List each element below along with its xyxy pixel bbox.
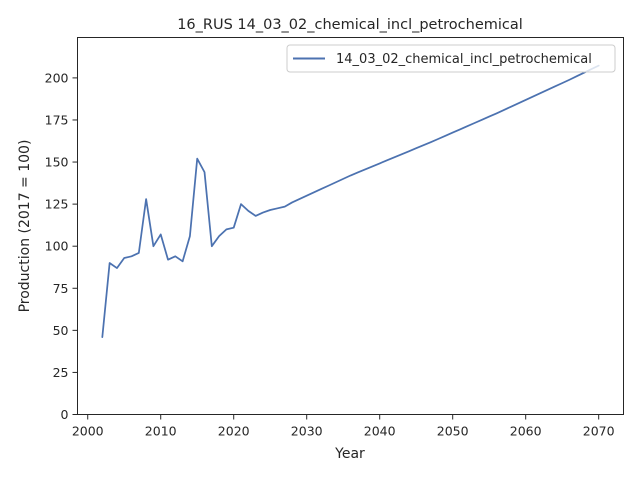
x-tick-label: 2070 (583, 424, 615, 439)
y-tick-label: 175 (45, 112, 69, 127)
x-tick-label: 2000 (72, 424, 104, 439)
x-tick-label: 2040 (364, 424, 396, 439)
y-tick-label: 125 (45, 197, 69, 212)
axes-frame (77, 37, 624, 415)
y-tick-label: 75 (53, 281, 69, 296)
x-axis-title: Year (334, 446, 365, 462)
y-tick-label: 0 (61, 407, 69, 422)
y-tick-label: 100 (45, 239, 69, 254)
chart-title: 16_RUS 14_03_02_chemical_incl_petrochemi… (177, 17, 523, 33)
legend: 14_03_02_chemical_incl_petrochemical (286, 44, 616, 73)
x-tick-label: 2060 (510, 424, 542, 439)
x-tick-label: 2020 (218, 424, 250, 439)
y-tick-label: 200 (45, 70, 69, 85)
series-layer (101, 64, 600, 338)
x-tick-label: 2010 (145, 424, 177, 439)
axes-layer: 2000 2010 2020 2030 2040 2050 2060 2070 0 25 50 75 1… (45, 37, 624, 439)
y-tick-label: 150 (45, 155, 69, 170)
y-tick-label: 25 (53, 365, 69, 380)
x-tick-label: 2030 (291, 424, 323, 439)
y-axis-title: Production (2017 = 100) (17, 140, 33, 313)
plot-area (77, 37, 624, 415)
series-line (101, 64, 600, 338)
legend-label: 14_03_02_chemical_incl_petrochemical (336, 52, 592, 67)
y-tick-label: 50 (53, 323, 69, 338)
x-tick-label: 2050 (437, 424, 469, 439)
legend-box (286, 44, 616, 73)
